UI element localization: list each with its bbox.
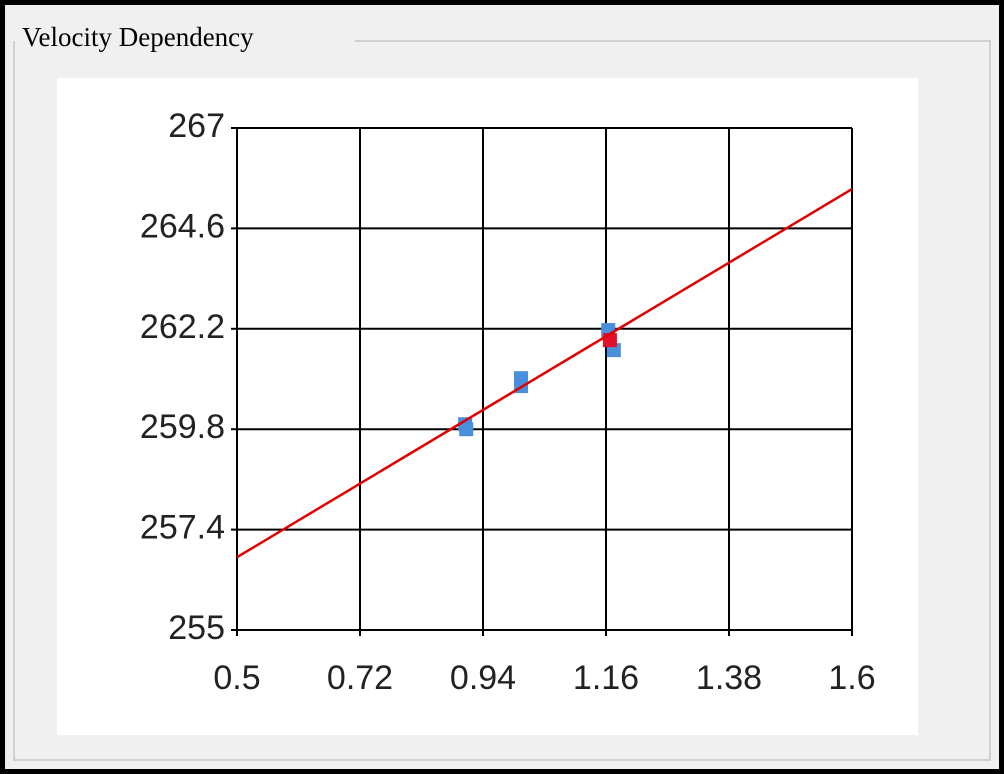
y-tick-label: 264.6: [140, 207, 225, 245]
x-tick-label: 1.16: [573, 659, 639, 697]
y-tick-label: 257.4: [140, 509, 225, 547]
data-point: [459, 422, 474, 437]
y-tick-label: 259.8: [140, 408, 225, 446]
y-tick-label: 267: [168, 107, 225, 145]
group-box: [13, 40, 991, 761]
group-title: Velocity Dependency: [22, 22, 254, 52]
x-tick-label: 0.5: [213, 659, 260, 697]
x-tick-label: 0.72: [327, 659, 393, 697]
x-tick-label: 0.94: [450, 659, 516, 697]
x-tick-label: 1.6: [828, 659, 875, 697]
fit-line: [236, 188, 853, 559]
y-tick-label: 262.2: [140, 308, 225, 346]
x-tick-label: 1.38: [696, 659, 762, 697]
y-tick-label: 255: [168, 609, 225, 647]
